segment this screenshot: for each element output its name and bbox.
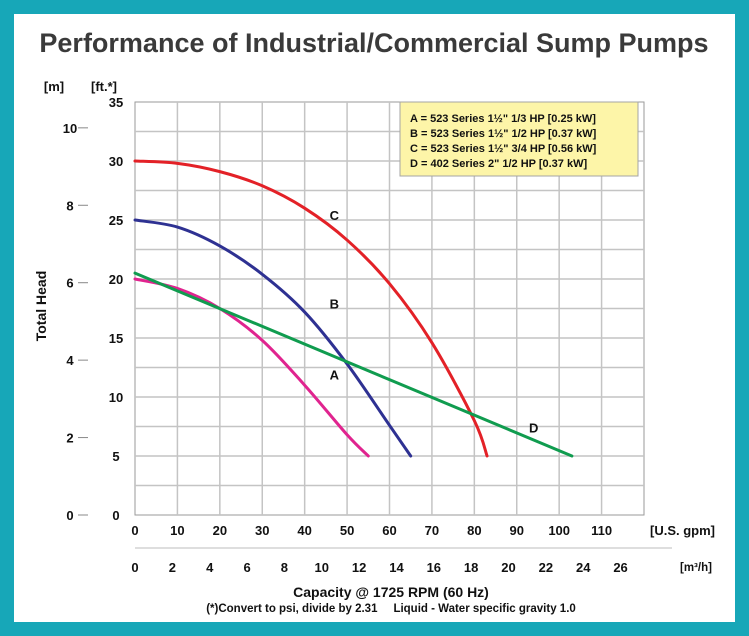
x-tick-gpm: 50 [340,523,354,538]
x-tick-gpm: 80 [467,523,481,538]
y-tick-ft: 10 [109,390,123,405]
series-line-b [133,218,413,458]
legend: A = 523 Series 1½" 1/3 HP [0.25 kW] B = … [399,101,639,177]
x-tick-gpm: 0 [131,523,138,538]
x-tick-m3h: 10 [315,560,329,575]
y-tick-m: 8 [66,198,73,213]
series-line-a [133,277,370,458]
x-axis-label: Capacity @ 1725 RPM (60 Hz) [293,584,489,600]
y-tick-m: 2 [66,431,73,446]
curves: A B C D [133,159,574,458]
x-tick-gpm: 30 [255,523,269,538]
x-unit-secondary: [m³/h] [680,562,712,574]
legend-entry-d: D = 402 Series 2" 1/2 HP [0.37 kW] [410,158,587,170]
x-tick-m3h: 14 [389,560,404,575]
x-tick-m3h: 2 [169,560,176,575]
y-tick-ft: 0 [112,508,119,523]
x-tick-m3h: 6 [243,560,250,575]
y-tick-m: 0 [66,508,73,523]
legend-box [399,101,639,177]
legend-entry-a: A = 523 Series 1½" 1/3 HP [0.25 kW] [410,113,596,125]
x-tick-m3h: 12 [352,560,366,575]
footnote: (*)Convert to psi, divide by 2.31 Liquid… [206,603,576,615]
x-tick-gpm: 20 [213,523,227,538]
series-label-d: D [529,420,538,435]
y-unit-left: [m] [44,79,64,94]
x-tick-m3h: 8 [281,560,288,575]
y-tick-ft: 15 [109,331,123,346]
x-unit-primary: [U.S. gpm] [650,523,715,538]
x-tick-gpm: 110 [591,523,612,538]
series-label-a: A [330,367,340,382]
series-line-c [133,159,489,458]
x-tick-m3h: 18 [464,560,478,575]
x-tick-m3h: 0 [131,560,138,575]
y-unit-right: [ft.*] [91,79,117,94]
chart-title: Performance of Industrial/Commercial Sum… [39,28,708,58]
x-tick-gpm: 100 [548,523,570,538]
x-tick-m3h: 16 [427,560,441,575]
y-tick-ft: 25 [109,213,123,228]
x-tick-m3h: 20 [501,560,515,575]
y-tick-ft: 5 [112,449,119,464]
y-tick-m: 4 [66,353,74,368]
y-tick-m: 6 [66,276,73,291]
x-tick-gpm: 70 [425,523,439,538]
y-tick-m: 10 [63,121,77,136]
legend-entry-b: B = 523 Series 1½" 1/2 HP [0.37 kW] [410,128,597,140]
series-label-c: C [330,208,340,223]
x-tick-gpm: 10 [170,523,184,538]
y-tick-ft: 20 [109,272,123,287]
y-tick-ft: 35 [109,95,123,110]
x-tick-m3h: 26 [613,560,627,575]
x-tick-m3h: 22 [539,560,553,575]
x-tick-m3h: 24 [576,560,591,575]
legend-entry-c: C = 523 Series 1½" 3/4 HP [0.56 kW] [410,143,597,155]
series-line-d [133,271,574,458]
y-tick-ft: 30 [109,154,123,169]
x-tick-gpm: 90 [510,523,524,538]
x-tick-m3h: 4 [206,560,214,575]
series-label-b: B [330,297,339,312]
x-tick-gpm: 60 [382,523,396,538]
y-axis-label: Total Head [33,271,49,342]
x-tick-gpm: 40 [297,523,311,538]
